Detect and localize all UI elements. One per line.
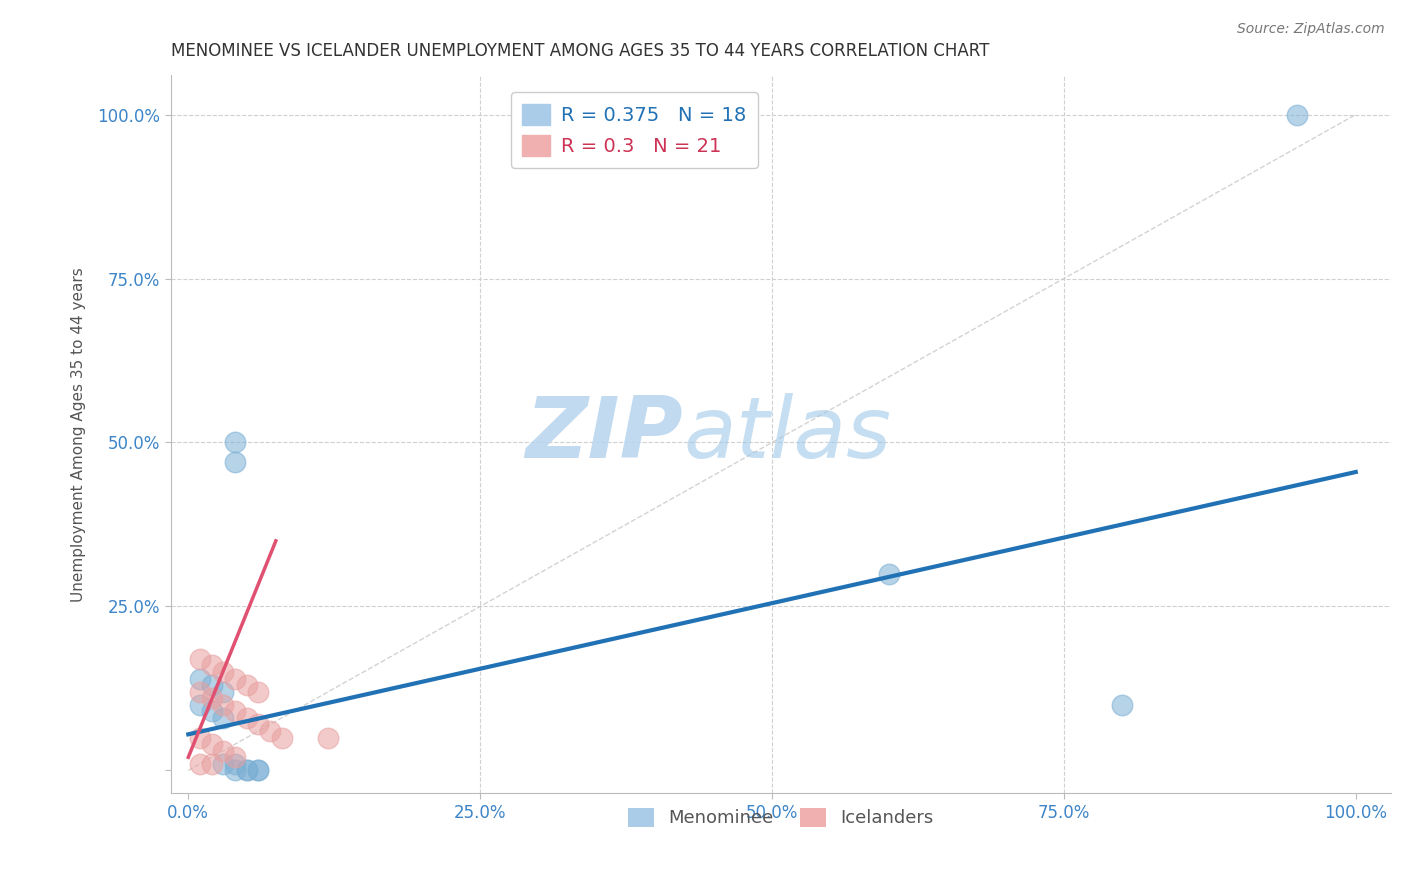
Point	[318, 731, 340, 745]
Point	[247, 764, 270, 778]
Point	[235, 764, 257, 778]
Point	[235, 764, 257, 778]
Point	[224, 756, 246, 771]
Point	[201, 691, 224, 706]
Point	[188, 731, 211, 745]
Point	[224, 764, 246, 778]
Point	[201, 737, 224, 751]
Point	[224, 750, 246, 764]
Point	[1111, 698, 1133, 712]
Point	[224, 704, 246, 718]
Legend: Menominee, Icelanders: Menominee, Icelanders	[621, 801, 941, 835]
Point	[270, 731, 292, 745]
Text: atlas: atlas	[683, 392, 891, 475]
Point	[188, 698, 211, 712]
Point	[212, 711, 235, 725]
Point	[212, 756, 235, 771]
Point	[224, 672, 246, 686]
Text: ZIP: ZIP	[526, 392, 683, 475]
Point	[201, 756, 224, 771]
Point	[877, 566, 900, 581]
Point	[212, 665, 235, 679]
Point	[188, 652, 211, 666]
Point	[188, 672, 211, 686]
Point	[212, 744, 235, 758]
Point	[224, 435, 246, 450]
Point	[201, 678, 224, 692]
Point	[235, 678, 257, 692]
Point	[212, 684, 235, 698]
Point	[247, 684, 270, 698]
Point	[201, 704, 224, 718]
Point	[247, 764, 270, 778]
Point	[201, 658, 224, 673]
Point	[247, 717, 270, 731]
Point	[1286, 107, 1309, 121]
Point	[235, 711, 257, 725]
Text: Source: ZipAtlas.com: Source: ZipAtlas.com	[1237, 22, 1385, 37]
Point	[224, 455, 246, 469]
Point	[259, 724, 281, 739]
Y-axis label: Unemployment Among Ages 35 to 44 years: Unemployment Among Ages 35 to 44 years	[72, 267, 86, 601]
Point	[188, 684, 211, 698]
Point	[212, 698, 235, 712]
Point	[188, 756, 211, 771]
Text: MENOMINEE VS ICELANDER UNEMPLOYMENT AMONG AGES 35 TO 44 YEARS CORRELATION CHART: MENOMINEE VS ICELANDER UNEMPLOYMENT AMON…	[170, 42, 990, 60]
